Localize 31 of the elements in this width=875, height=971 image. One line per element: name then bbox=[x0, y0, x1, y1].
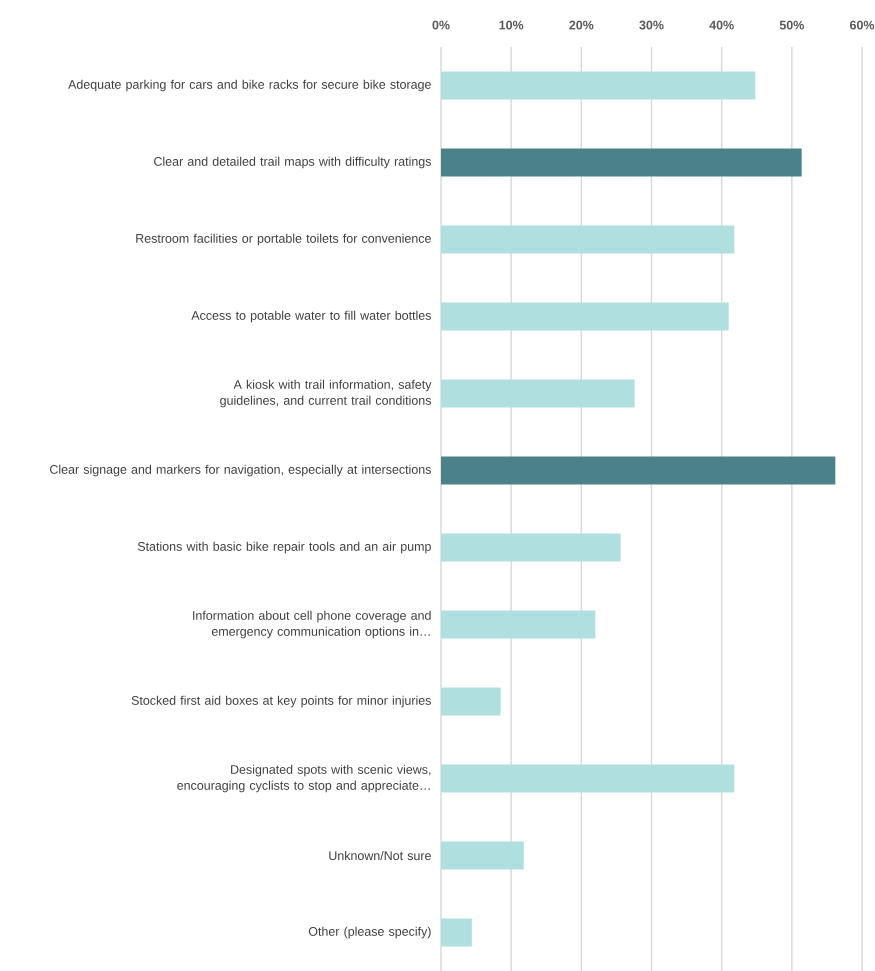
y-tick-label: Unknown/Not sure bbox=[329, 850, 431, 860]
y-tick-label: Other (please specify) bbox=[308, 926, 431, 938]
bar bbox=[441, 302, 729, 331]
bar bbox=[441, 688, 501, 716]
y-tick-label: Clear signage and markers for navigation, especially at intersections bbox=[50, 464, 431, 476]
x-tick-label: 10% bbox=[499, 20, 524, 30]
x-tick-label: 60% bbox=[850, 20, 874, 30]
y-tick-label: Information about cell phone coverage and emergency communication options in… bbox=[193, 610, 431, 638]
y-tick-label: A kiosk with trail information, safety guidelines, and current trail conditions bbox=[220, 380, 432, 408]
bar bbox=[441, 456, 836, 485]
bar bbox=[441, 226, 734, 254]
y-tick-label: Clear and detailed trail maps with difficulty ratings bbox=[154, 156, 431, 168]
x-tick-label: 40% bbox=[709, 20, 734, 30]
bar bbox=[441, 918, 472, 947]
y-tick-label: Stocked first aid boxes at key points for minor injuries bbox=[132, 696, 431, 708]
x-tick-label: 30% bbox=[639, 20, 664, 30]
y-tick-label: Access to potable water to fill water bottles bbox=[191, 310, 431, 322]
y-tick-label: Adequate parking for cars and bike racks for secure bike storage bbox=[68, 80, 431, 92]
bar bbox=[441, 380, 635, 408]
bar bbox=[441, 148, 802, 177]
x-tick-label: 0% bbox=[432, 20, 450, 30]
bar bbox=[441, 764, 734, 793]
bar bbox=[441, 610, 596, 639]
y-tick-label: Stations with basic bike repair tools and an air pump bbox=[138, 542, 431, 554]
x-tick-label: 50% bbox=[780, 20, 804, 30]
x-tick-label: 20% bbox=[569, 20, 594, 30]
bar bbox=[441, 72, 756, 100]
bar bbox=[441, 534, 621, 562]
bar bbox=[441, 842, 524, 870]
y-tick-label: Restroom facilities or portable toilets for convenience bbox=[136, 234, 431, 246]
y-tick-label: Designated spots with scenic views, encouraging cyclists to stop and appreciate… bbox=[177, 764, 430, 792]
